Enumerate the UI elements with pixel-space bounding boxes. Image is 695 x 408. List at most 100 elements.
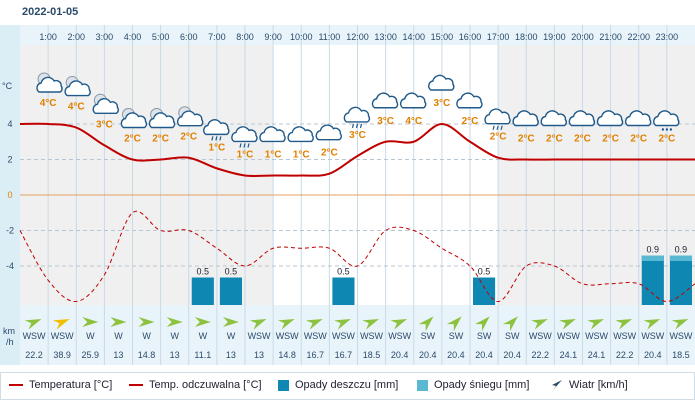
wind-arrow-icon xyxy=(82,317,99,327)
wind-arrow-shape xyxy=(531,319,548,330)
snow-swatch xyxy=(417,379,428,391)
cloud-shape xyxy=(287,126,314,143)
hour-label: 11:00 xyxy=(318,32,340,42)
wind-arrow-shape xyxy=(446,316,462,332)
wind-arrow-icon xyxy=(138,317,155,327)
wind-arrow-shape xyxy=(306,319,323,330)
legend-snow-label: Opady śniegu [mm] xyxy=(434,379,530,391)
cloud-shape xyxy=(203,119,230,136)
wind-arrow-icon xyxy=(559,319,576,330)
partly-cloudy-night-icon xyxy=(176,106,204,127)
hour-column xyxy=(104,45,133,305)
raindrop xyxy=(243,143,246,148)
wind-arrow-shape xyxy=(166,317,183,327)
wind-speed: 20.4 xyxy=(391,350,409,360)
hour-label: 9:00 xyxy=(264,32,282,42)
wind-direction: WSW xyxy=(248,331,271,341)
wind-arrow-shape xyxy=(474,316,490,332)
wind-arrow-icon xyxy=(166,317,183,327)
wind-direction: WSW xyxy=(529,331,552,341)
hour-column xyxy=(132,45,161,305)
temp-label: 1°C xyxy=(208,142,225,153)
legend-feels-like: Temp. odczuwalna [°C] xyxy=(129,379,262,391)
hour-label: 5:00 xyxy=(152,32,170,42)
snow-bar xyxy=(669,255,692,261)
legend-wind-label: Wiatr [km/h] xyxy=(569,379,628,391)
hour-column xyxy=(329,45,358,305)
cloud-shape xyxy=(231,126,258,143)
wind-direction: WSW xyxy=(276,331,299,341)
wind-speed: 20.4 xyxy=(447,350,465,360)
wind-speed: 25.9 xyxy=(82,350,100,360)
hour-label: 8:00 xyxy=(236,32,254,42)
wind-direction: WSW xyxy=(388,331,411,341)
raindrop xyxy=(239,143,242,148)
hour-label: 14:00 xyxy=(402,32,425,42)
temp-label: 2°C xyxy=(321,148,338,159)
wind-arrow-icon xyxy=(474,316,490,332)
snowflake xyxy=(665,128,669,131)
wind-direction: WSW xyxy=(641,331,664,341)
wind-speed: 22.2 xyxy=(616,350,634,360)
cloud-rain-icon xyxy=(484,108,511,130)
wind-arrow-shape xyxy=(390,319,408,330)
hour-label: 4:00 xyxy=(124,32,142,42)
cloud-shape xyxy=(36,76,63,93)
wind-arrow-shape xyxy=(615,319,633,330)
temp-label: 4°C xyxy=(405,116,422,127)
hour-label: 20:00 xyxy=(571,32,594,42)
wind-arrow-icon xyxy=(362,319,379,330)
cloud-icon xyxy=(287,126,314,143)
wind-arrow-icon xyxy=(390,319,408,330)
wind-arrow-icon xyxy=(552,380,562,390)
temp-label: 2°C xyxy=(602,134,619,145)
cloud-shape xyxy=(92,98,120,114)
wind-speed: 20.4 xyxy=(644,350,662,360)
partly-cloudy-night-icon xyxy=(64,76,91,97)
wind-arrow-icon xyxy=(306,319,323,330)
y-unit-label: °C xyxy=(2,81,13,91)
wind-arrow-icon xyxy=(334,319,351,330)
wind-direction: WSW xyxy=(585,331,608,341)
wind-arrow-icon xyxy=(249,319,267,330)
cloud-shape xyxy=(259,126,286,143)
raindrop xyxy=(247,143,250,148)
raindrop xyxy=(215,136,218,141)
hour-label: 16:00 xyxy=(459,32,482,42)
raindrop xyxy=(496,125,499,130)
wind-speed: 16.7 xyxy=(335,350,353,360)
temperature-line-swatch xyxy=(9,384,23,386)
wind-speed: 13 xyxy=(254,350,264,360)
temp-label: 2°C xyxy=(658,134,675,145)
wind-arrow-icon xyxy=(446,316,462,332)
feels-like-line-swatch xyxy=(129,384,143,386)
temp-label: 1°C xyxy=(237,149,254,160)
hour-column xyxy=(470,45,499,305)
temp-label: 3°C xyxy=(433,98,450,109)
wind-direction: W xyxy=(170,331,179,341)
cloud-shape xyxy=(596,110,624,127)
feels-like-line xyxy=(19,210,695,303)
snow-bar xyxy=(641,255,664,261)
cloud-rain-icon xyxy=(203,119,230,141)
temp-label: 2°C xyxy=(152,134,169,145)
hour-label: 7:00 xyxy=(208,32,226,42)
wind-direction: W xyxy=(199,331,208,341)
hour-column xyxy=(498,45,527,305)
precip-label: 0.5 xyxy=(225,267,238,277)
rain-swatch xyxy=(278,379,289,391)
temp-label: 2°C xyxy=(630,134,647,145)
hour-column xyxy=(526,45,555,305)
wind-arrow-icon xyxy=(277,319,295,330)
wind-arrow-shape xyxy=(418,316,434,332)
hour-label: 1:00 xyxy=(39,32,57,42)
temp-label: 2°C xyxy=(490,132,507,143)
legend-temperature: Temperatura [°C] xyxy=(9,379,112,391)
hour-label: 12:00 xyxy=(346,32,369,42)
raindrop xyxy=(219,136,222,141)
y-tick-label: 2 xyxy=(7,155,12,165)
y-axis-panel xyxy=(0,25,20,365)
partly-cloudy-night-icon xyxy=(120,108,148,129)
wind-arrow-shape xyxy=(502,316,518,332)
rain-bar xyxy=(473,277,496,305)
